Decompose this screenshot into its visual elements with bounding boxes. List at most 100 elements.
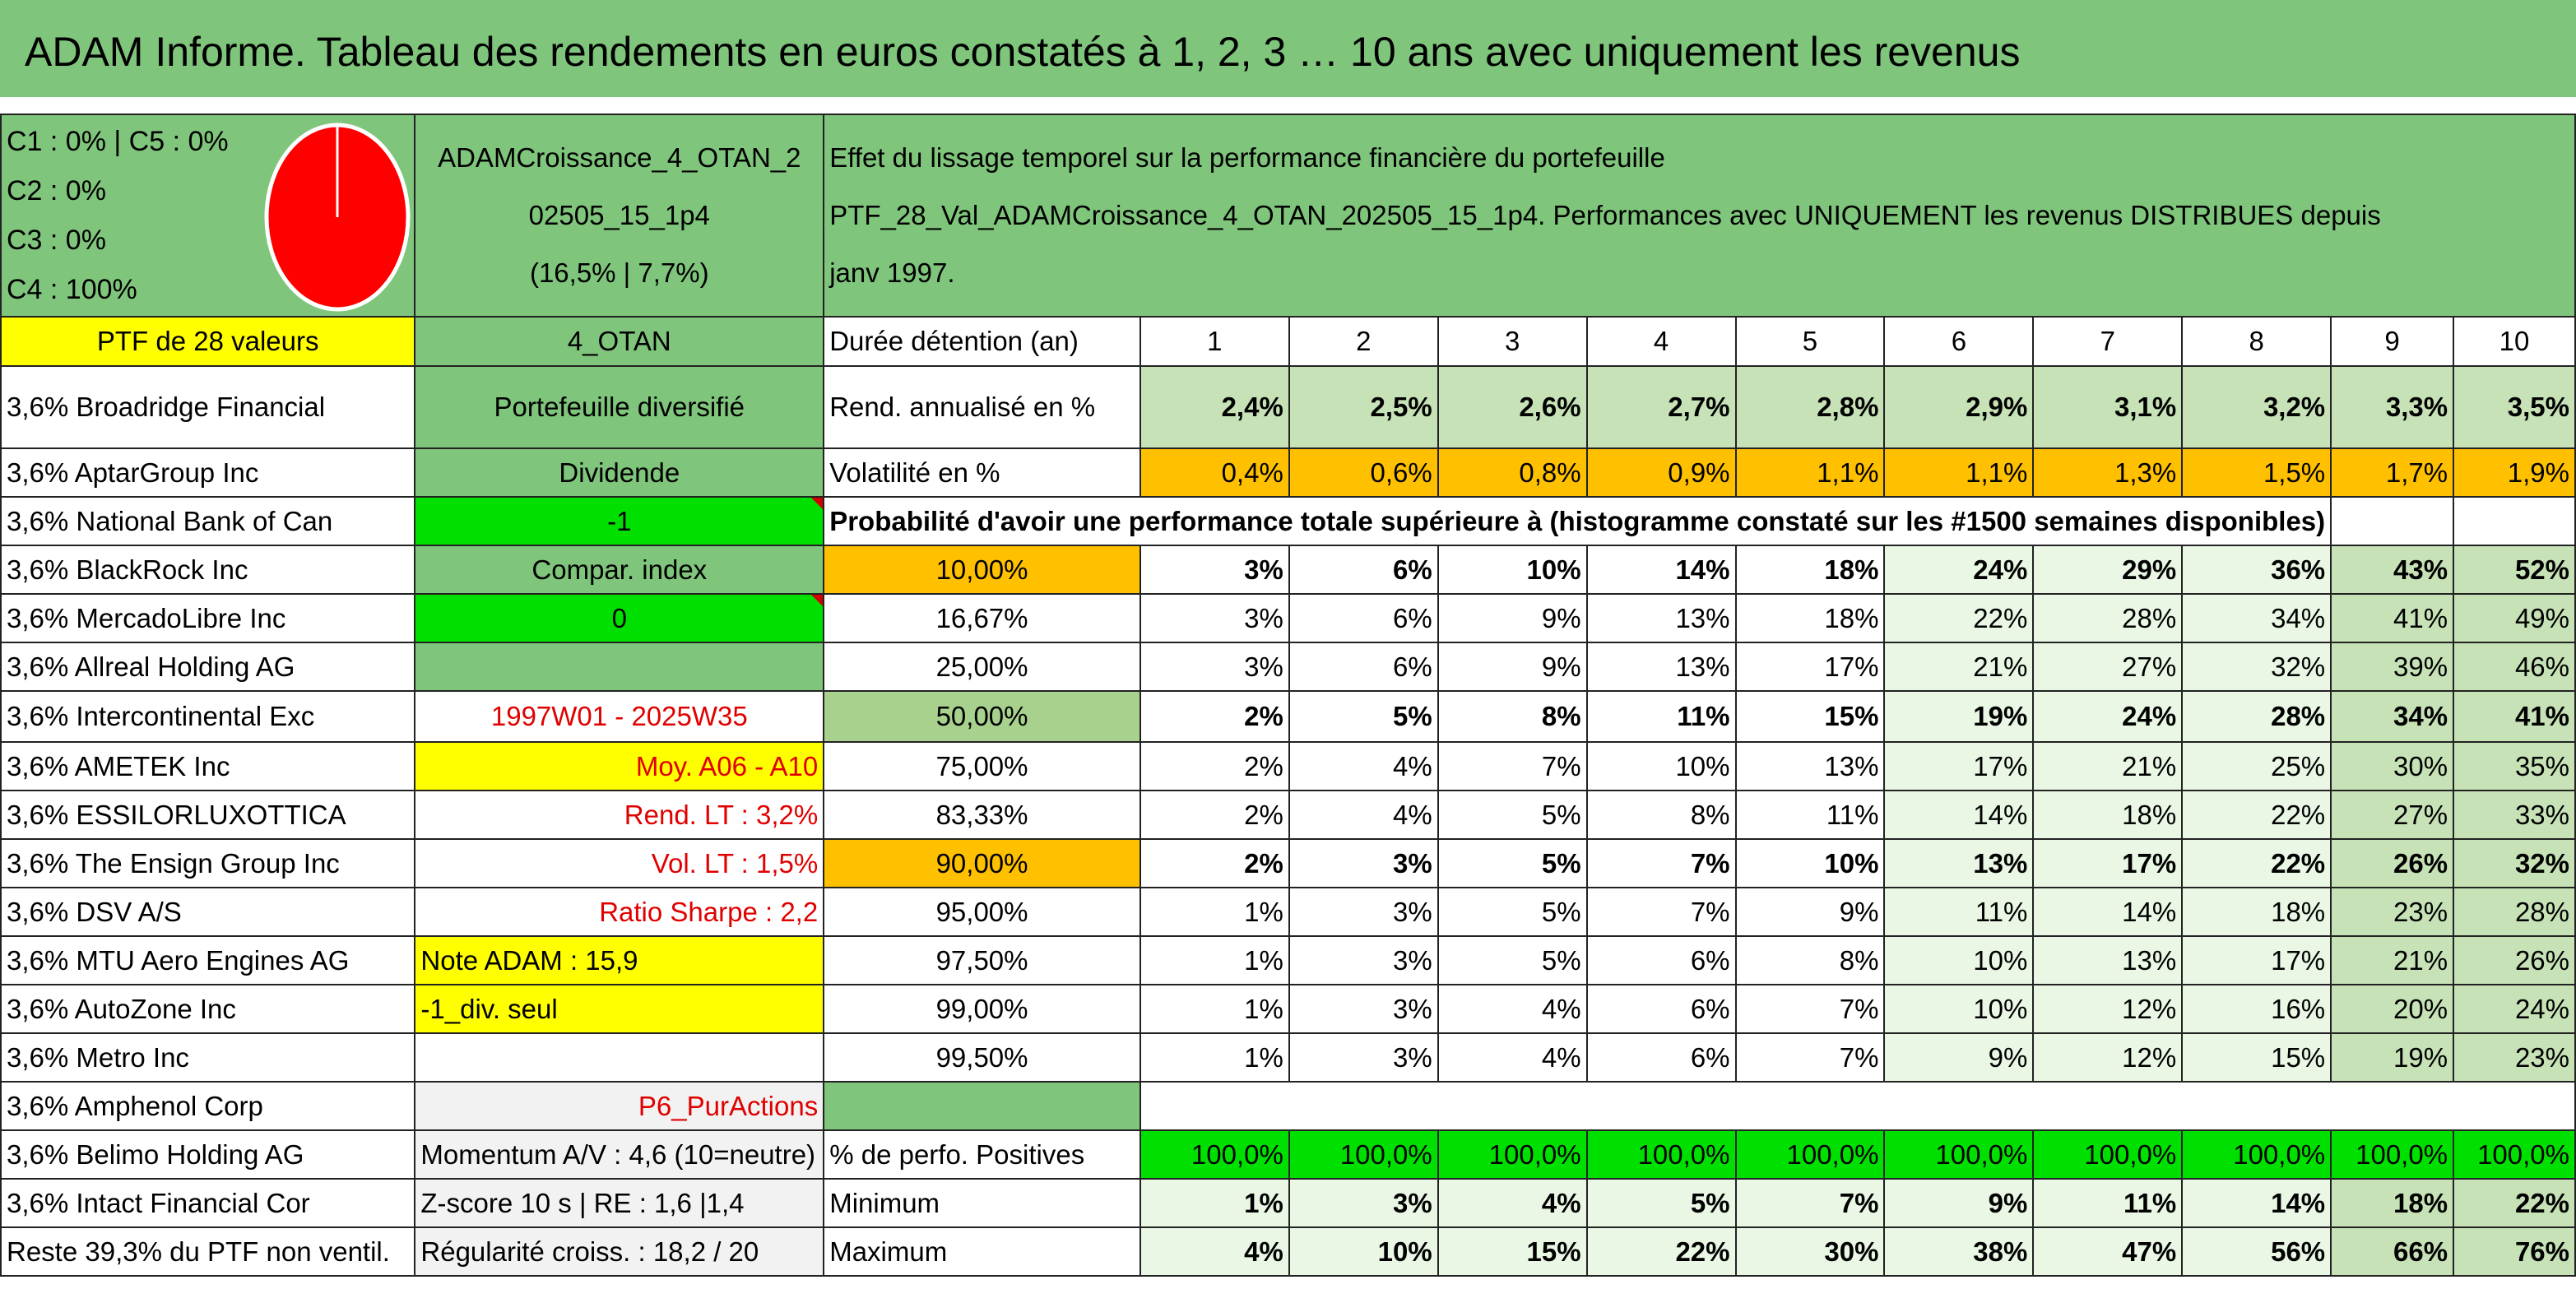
- minimum-value: 5%: [1585, 1178, 1737, 1228]
- probability-value: 13%: [1734, 741, 1886, 791]
- probability-value: 43%: [2330, 545, 2455, 595]
- probability-value: 29%: [2032, 545, 2184, 595]
- info-rend-lt: Rend. LT : 3,2%: [414, 790, 825, 840]
- probability-value: 19%: [2330, 1032, 2455, 1083]
- probability-value: 34%: [2181, 593, 2332, 643]
- maximum-value: 56%: [2181, 1226, 2332, 1277]
- effect-line3: janv 1997.: [829, 257, 955, 288]
- table-row: 3,6% MTU Aero Engines AG Note ADAM : 15,9…: [0, 935, 2576, 985]
- maximum-value: 22%: [1585, 1226, 1737, 1277]
- rend-value: 3,2%: [2181, 365, 2332, 449]
- probability-value: 2%: [1139, 741, 1290, 791]
- probability-value: 7%: [1585, 887, 1737, 937]
- positive-label: % de perfo. Positives: [823, 1129, 1141, 1180]
- probability-value: 18%: [2032, 790, 2184, 840]
- year-header: 3: [1437, 316, 1588, 367]
- probability-value: 36%: [2181, 545, 2332, 595]
- probability-value: 3%: [1288, 1032, 1439, 1083]
- empty-green-cell: [823, 1081, 1141, 1131]
- probability-value: 10%: [1883, 984, 2035, 1034]
- holding-item: 3,6% AutoZone Inc: [0, 984, 416, 1034]
- probability-value: 14%: [2032, 887, 2184, 937]
- info-zscore: Z-score 10 s | RE : 1,6 |1,4: [414, 1178, 825, 1228]
- probability-value: 21%: [1883, 642, 2035, 692]
- empty-row-cell: [1139, 1081, 2576, 1131]
- probability-value: 1%: [1139, 984, 1290, 1034]
- vol-value: 0,4%: [1139, 447, 1290, 498]
- effect-line1: Effet du lissage temporel sur la perform…: [829, 142, 1665, 173]
- minimum-value: 14%: [2181, 1178, 2332, 1228]
- minimum-value: 11%: [2032, 1178, 2184, 1228]
- probability-value: 5%: [1437, 790, 1588, 840]
- probability-value: 4%: [1437, 1032, 1588, 1083]
- probability-threshold: 97,50%: [823, 935, 1141, 985]
- year-header: 10: [2453, 316, 2576, 367]
- holding-item: 3,6% Allreal Holding AG: [0, 642, 416, 692]
- probability-value: 46%: [2453, 642, 2576, 692]
- probability-value: 28%: [2181, 690, 2332, 743]
- holding-item: 3,6% Broadridge Financial: [0, 365, 416, 449]
- probability-value: 6%: [1585, 1032, 1737, 1083]
- probability-threshold: 83,33%: [823, 790, 1141, 840]
- table-row: 3,6% Amphenol Corp P6_PurActions: [0, 1081, 2576, 1131]
- probability-value: 41%: [2453, 690, 2576, 743]
- positive-value: 100,0%: [2330, 1129, 2455, 1180]
- composition-c1c5: C1 : 0% | C5 : 0%: [7, 126, 229, 157]
- maximum-value: 66%: [2330, 1226, 2455, 1277]
- probability-value: 11%: [1585, 690, 1737, 743]
- vol-value: 1,1%: [1734, 447, 1886, 498]
- probability-value: 4%: [1288, 741, 1439, 791]
- probability-value: 24%: [2032, 690, 2184, 743]
- positive-value: 100,0%: [2181, 1129, 2332, 1180]
- probability-value: 33%: [2453, 790, 2576, 840]
- probability-value: 11%: [1734, 790, 1886, 840]
- maximum-value: 30%: [1734, 1226, 1886, 1277]
- info-sharpe: Ratio Sharpe : 2,2: [414, 887, 825, 937]
- probability-value: 32%: [2181, 642, 2332, 692]
- probability-value: 3%: [1288, 838, 1439, 888]
- holding-item: 3,6% DSV A/S: [0, 887, 416, 937]
- info-div-seul: -1_div. seul: [414, 984, 825, 1034]
- table-row: 3,6% Belimo Holding AG Momentum A/V : 4,6…: [0, 1129, 2576, 1180]
- table-row: 3,6% MercadoLibre Inc 0 16,67% 3% 6% 9% 13% 18%…: [0, 593, 2576, 643]
- probability-value: 14%: [1883, 790, 2035, 840]
- table-row: Reste 39,3% du PTF non ventil. Régularité…: [0, 1226, 2576, 1277]
- positive-value: 100,0%: [1139, 1129, 1290, 1180]
- probability-value: 5%: [1288, 690, 1439, 743]
- probability-value: 49%: [2453, 593, 2576, 643]
- positive-value: 100,0%: [1585, 1129, 1737, 1180]
- table-row: 3,6% National Bank of Can -1 Probabilité d…: [0, 496, 2576, 546]
- maximum-value: 4%: [1139, 1226, 1290, 1277]
- probability-threshold: 90,00%: [823, 838, 1141, 888]
- year-header: 7: [2032, 316, 2184, 367]
- holding-item: 3,6% Metro Inc: [0, 1032, 416, 1083]
- probability-value: 15%: [2181, 1032, 2332, 1083]
- probability-value: 10%: [1437, 545, 1588, 595]
- probability-value: 28%: [2453, 887, 2576, 937]
- probability-value: 15%: [1734, 690, 1886, 743]
- composition-cell: C1 : 0% | C5 : 0% C2 : 0% C3 : 0% C4 : 1…: [0, 114, 416, 318]
- probability-threshold: 99,00%: [823, 984, 1141, 1034]
- composition-c3: C3 : 0%: [7, 225, 106, 256]
- minimum-value: 1%: [1139, 1178, 1290, 1228]
- effect-description-cell: Effet du lissage temporel sur la perform…: [823, 114, 2576, 318]
- probability-value: 3%: [1139, 545, 1290, 595]
- holding-item: 3,6% AMETEK Inc: [0, 741, 416, 791]
- probability-threshold: 10,00%: [823, 545, 1141, 595]
- rend-value: 3,3%: [2330, 365, 2455, 449]
- info-period: 1997W01 - 2025W35: [414, 690, 825, 743]
- probability-value: 17%: [1883, 741, 2035, 791]
- year-header: 5: [1734, 316, 1886, 367]
- probability-value: 32%: [2453, 838, 2576, 888]
- probability-value: 5%: [1437, 887, 1588, 937]
- holding-item: 3,6% ESSILORLUXOTTICA: [0, 790, 416, 840]
- probability-value: 22%: [2181, 790, 2332, 840]
- holding-item: Reste 39,3% du PTF non ventil.: [0, 1226, 416, 1277]
- info-vol-lt: Vol. LT : 1,5%: [414, 838, 825, 888]
- probability-value: 10%: [1734, 838, 1886, 888]
- minimum-value: 4%: [1437, 1178, 1588, 1228]
- info-pur: P6_PurActions: [414, 1081, 825, 1131]
- probability-value: 9%: [1883, 1032, 2035, 1083]
- probability-value: 21%: [2032, 741, 2184, 791]
- probability-value: 6%: [1585, 984, 1737, 1034]
